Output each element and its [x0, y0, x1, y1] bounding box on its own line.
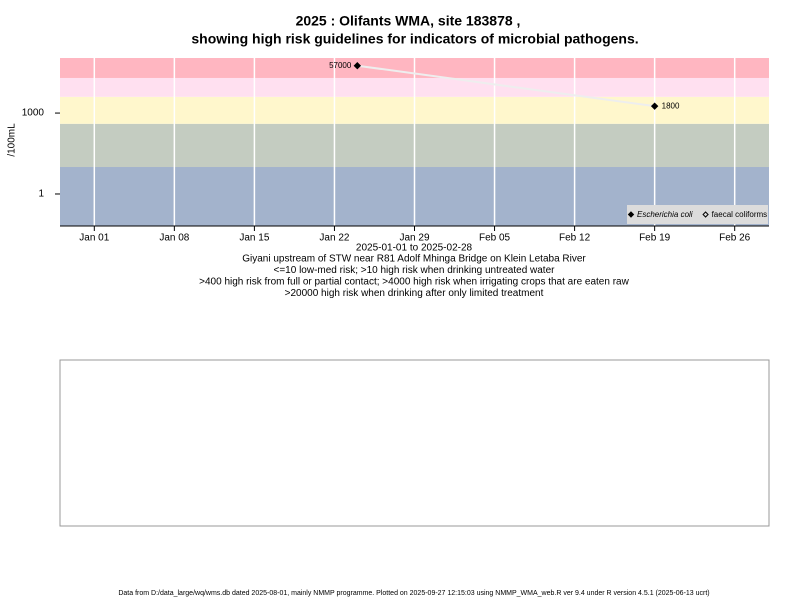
x-tick-label: Feb 19: [639, 233, 671, 244]
chart-title: 2025 : Olifants WMA, site 183878 ,: [296, 13, 521, 29]
x-tick-label: Feb 12: [559, 233, 591, 244]
subtitle: Giyani upstream of STW near R81 Adolf Mh…: [242, 254, 586, 265]
x-tick-label: Jan 08: [159, 233, 189, 244]
data-point: [650, 102, 659, 110]
subtitle: >20000 high risk when drinking after onl…: [285, 288, 544, 299]
legend-label: Escherichia coli: [637, 210, 693, 219]
subtitle: >400 high risk from full or partial cont…: [199, 277, 629, 288]
data-point: [353, 61, 362, 70]
empty-panel: [59, 359, 770, 527]
series-line: [357, 64, 655, 108]
data-label: 1800: [662, 101, 680, 110]
footer: Data from D:/data_large/wq/wms.db dated …: [118, 590, 709, 597]
x-axis-label: 2025-01-01 to 2025-02-28: [356, 243, 473, 254]
y-tick-label: 1000: [22, 108, 45, 119]
legend-marker: [702, 211, 709, 218]
y-tick-label: 1: [38, 189, 44, 200]
legend-label: faecal coliforms: [712, 210, 768, 219]
data-label: 57000: [329, 61, 352, 70]
x-tick-label: Jan 29: [399, 233, 429, 244]
legend-marker: [627, 211, 635, 218]
y-axis-label: /100mL: [7, 123, 18, 157]
x-tick-label: Feb 26: [719, 233, 751, 244]
legend-box: [627, 205, 768, 224]
x-tick-label: Jan 15: [239, 233, 269, 244]
x-tick-label: Jan 01: [79, 233, 109, 244]
subtitle: <=10 low-med risk; >10 high risk when dr…: [274, 265, 556, 276]
x-tick-label: Feb 05: [479, 233, 511, 244]
x-tick-label: Jan 22: [319, 233, 349, 244]
chart-title-line-2: showing high risk guidelines for indicat…: [191, 31, 638, 47]
